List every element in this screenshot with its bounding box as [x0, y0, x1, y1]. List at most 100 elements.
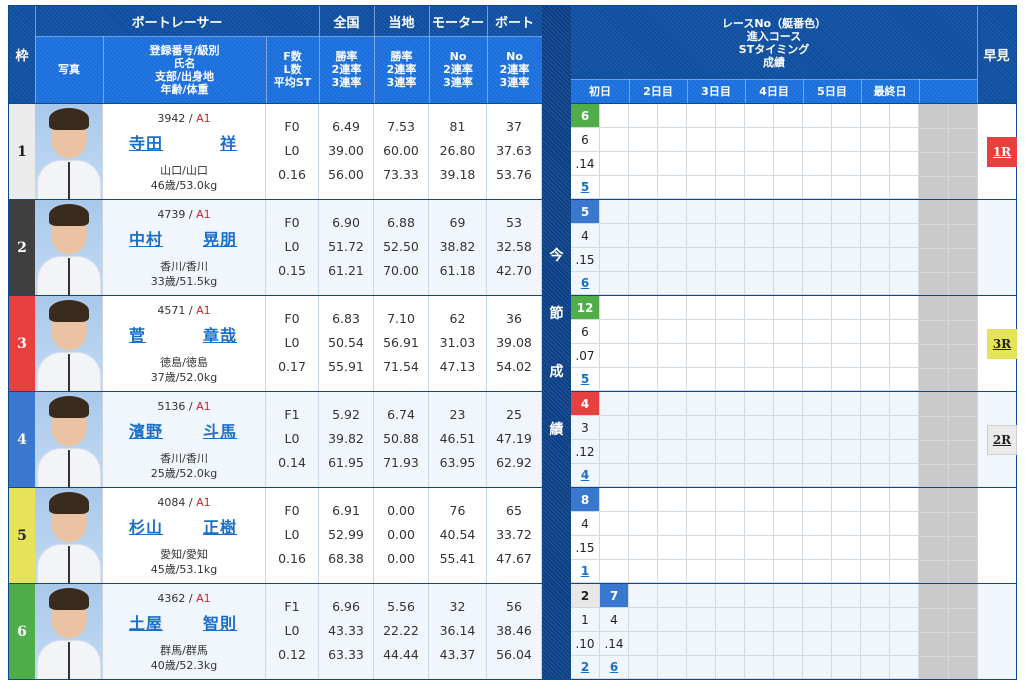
result-cell	[803, 560, 832, 583]
series-results-grid: 4 3.12 4	[571, 392, 977, 487]
result-cell	[861, 416, 890, 440]
result-cell	[890, 608, 919, 632]
result-link[interactable]: 6	[571, 272, 600, 295]
result-link[interactable]: 5	[571, 368, 600, 391]
hayami-cell: 2R	[977, 392, 1017, 487]
race-number-badge: 6	[571, 104, 600, 128]
racer-photo	[35, 200, 103, 295]
hayami-race-button[interactable]: 1R	[987, 137, 1017, 167]
result-cell	[803, 224, 832, 248]
result-cell	[890, 464, 919, 487]
result-cell	[716, 392, 745, 416]
result-cell	[745, 608, 774, 632]
result-cell	[629, 128, 658, 152]
motor-stats: 62 31.03 47.13	[429, 296, 487, 391]
result-cell	[745, 200, 774, 224]
series-results-grid: 12 6.07 5	[571, 296, 977, 391]
result-cell	[890, 296, 919, 320]
unused-day-column	[919, 104, 977, 199]
motor-stats: 32 36.14 43.37	[429, 584, 487, 679]
result-cell	[774, 488, 803, 512]
result-cell	[687, 392, 716, 416]
result-cell	[687, 536, 716, 560]
result-cell	[716, 248, 745, 272]
racer-name-link[interactable]: 濱野 斗馬	[129, 422, 237, 441]
racer-name-link[interactable]: 菅章哉	[129, 326, 237, 345]
result-cell	[629, 560, 658, 583]
result-cell	[658, 560, 687, 583]
local-stats: 6.88 52.50 70.00	[374, 200, 429, 295]
result-cell	[716, 104, 745, 128]
local-stats: 5.56 22.22 44.44	[374, 584, 429, 679]
st-timing: .15	[571, 248, 600, 272]
result-link[interactable]: 4	[571, 464, 600, 487]
result-cell	[745, 584, 774, 608]
entry-course: 4	[600, 608, 629, 632]
result-cell	[600, 200, 629, 224]
result-cell	[774, 320, 803, 344]
national-stats: 6.83 50.54 55.91	[319, 296, 374, 391]
result-cell	[687, 200, 716, 224]
result-cell	[716, 512, 745, 536]
header-race-info: レースNo（艇番色） 進入コース STタイミング 成績	[571, 6, 977, 79]
result-cell	[687, 560, 716, 583]
racer-name-link[interactable]: 中村 晃朋	[129, 230, 237, 249]
st-timing: .15	[571, 536, 600, 560]
result-cell	[687, 512, 716, 536]
result-cell	[774, 128, 803, 152]
header-day-4: 4日目	[745, 79, 803, 103]
result-cell	[890, 536, 919, 560]
result-cell	[658, 320, 687, 344]
result-cell	[716, 152, 745, 176]
result-cell	[774, 248, 803, 272]
result-cell	[774, 536, 803, 560]
racer-name-link[interactable]: 寺田祥	[129, 134, 237, 153]
unused-day-column	[919, 296, 977, 391]
local-stats: 6.74 50.88 71.93	[374, 392, 429, 487]
result-cell	[600, 368, 629, 391]
racer-name-link[interactable]: 土屋 智則	[129, 614, 237, 633]
result-cell	[629, 152, 658, 176]
result-cell	[832, 104, 861, 128]
local-stats: 7.53 60.00 73.33	[374, 104, 429, 199]
result-cell	[716, 464, 745, 487]
hayami-race-button[interactable]: 3R	[987, 329, 1017, 359]
entry-course: 4	[571, 224, 600, 248]
result-cell	[658, 392, 687, 416]
reg-class: 3942 / A1	[157, 112, 211, 125]
boat-stats: 37 37.63 53.76	[487, 104, 542, 199]
racer-name-link[interactable]: 杉山 正樹	[129, 518, 237, 537]
result-link[interactable]: 6	[600, 656, 629, 679]
local-stats: 0.00 0.00 0.00	[374, 488, 429, 583]
result-cell	[832, 152, 861, 176]
result-cell	[803, 536, 832, 560]
result-cell	[745, 560, 774, 583]
header-motor-sub: No 2連率 3連率	[429, 36, 487, 103]
age-weight: 46歳/53.0kg	[150, 179, 218, 192]
header-day-final: 最終日	[861, 79, 919, 103]
st-timing: .10	[571, 632, 600, 656]
national-stats: 6.96 43.33 63.33	[319, 584, 374, 679]
result-cell	[658, 440, 687, 464]
result-link[interactable]: 1	[571, 560, 600, 583]
result-cell	[890, 200, 919, 224]
result-cell	[629, 344, 658, 368]
header-local: 当地	[374, 6, 429, 36]
result-link[interactable]: 5	[571, 176, 600, 199]
result-cell	[861, 512, 890, 536]
hayami-cell: 3R	[977, 296, 1017, 391]
result-cell	[658, 608, 687, 632]
result-cell	[716, 176, 745, 199]
result-link[interactable]: 2	[571, 656, 600, 679]
branch-hometown: 群馬/群馬	[160, 644, 208, 657]
result-cell	[687, 488, 716, 512]
result-cell	[832, 296, 861, 320]
unused-day-column	[919, 392, 977, 487]
result-cell	[658, 272, 687, 295]
hayami-race-button[interactable]: 2R	[987, 425, 1017, 455]
result-cell	[687, 632, 716, 656]
result-cell	[745, 128, 774, 152]
unused-day-column	[919, 488, 977, 583]
result-cell	[600, 440, 629, 464]
hayami-cell	[977, 584, 1016, 679]
